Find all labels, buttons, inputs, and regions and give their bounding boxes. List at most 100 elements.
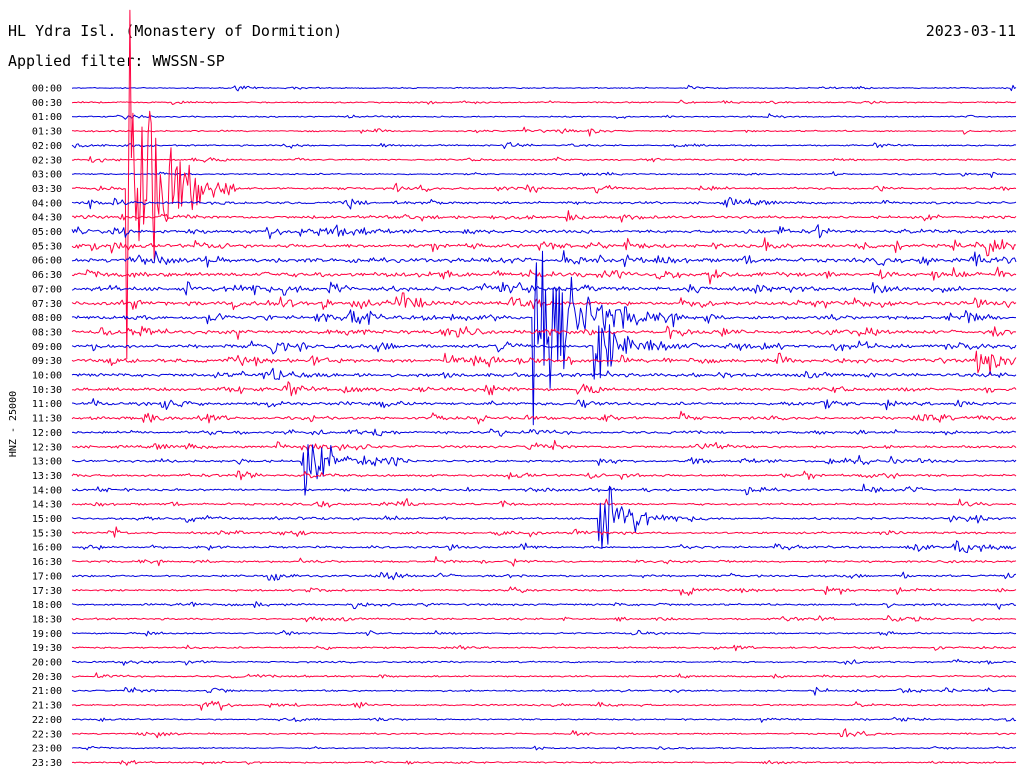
time-tick-label: 08:30 xyxy=(32,327,62,338)
time-tick-label: 17:30 xyxy=(32,586,62,597)
time-tick-label: 20:30 xyxy=(32,672,62,683)
time-tick-label: 10:00 xyxy=(32,371,62,382)
time-tick-label: 11:00 xyxy=(32,399,62,410)
trace-row-1600 xyxy=(71,540,1017,554)
time-tick-label: 07:00 xyxy=(32,284,62,295)
filter-label: Applied filter: WWSSN-SP xyxy=(8,52,225,70)
time-tick-label: 23:30 xyxy=(32,758,62,769)
trace-row-0400 xyxy=(71,196,1017,210)
trace-row-0800 xyxy=(71,250,1016,426)
time-tick-label: 13:30 xyxy=(32,471,62,482)
time-tick-label: 11:30 xyxy=(32,414,62,425)
trace-row-0200 xyxy=(71,141,1017,149)
trace-row-1000 xyxy=(71,367,1017,380)
trace-row-0100 xyxy=(71,113,1016,120)
chart-date: 2023-03-11 xyxy=(926,22,1016,40)
trace-row-0730 xyxy=(71,292,1017,311)
time-tick-label: 03:00 xyxy=(32,170,62,181)
trace-row-0530 xyxy=(71,237,1017,257)
trace-row-1130 xyxy=(71,410,1017,425)
trace-row-1300 xyxy=(71,444,1017,496)
time-tick-label: 04:00 xyxy=(32,198,62,209)
trace-row-0600 xyxy=(71,250,1017,268)
time-tick-label: 02:30 xyxy=(32,155,62,166)
time-tick-label: 09:30 xyxy=(32,356,62,367)
trace-row-1330 xyxy=(71,470,1017,481)
trace-row-1700 xyxy=(71,571,1017,581)
trace-row-1800 xyxy=(71,601,1017,610)
time-tick-label: 03:30 xyxy=(32,184,62,195)
trace-row-1200 xyxy=(71,428,1017,437)
trace-group xyxy=(71,9,1017,766)
trace-row-1100 xyxy=(71,398,1017,411)
trace-row-2030 xyxy=(71,672,1017,679)
time-tick-label: 19:00 xyxy=(32,629,62,640)
time-tick-label: 18:30 xyxy=(32,614,62,625)
trace-row-0430 xyxy=(71,210,1017,223)
trace-row-1630 xyxy=(71,556,1017,567)
time-tick-label: 10:30 xyxy=(32,385,62,396)
time-tick-label: 01:30 xyxy=(32,127,62,138)
time-tick-label: 02:00 xyxy=(32,141,62,152)
time-tick-label: 23:00 xyxy=(32,744,62,755)
trace-row-2200 xyxy=(71,716,1017,723)
trace-row-1500 xyxy=(71,485,1017,549)
time-tick-label: 06:00 xyxy=(32,256,62,267)
time-tick-label: 15:00 xyxy=(32,514,62,525)
trace-row-0630 xyxy=(71,266,1017,285)
time-tick-label: 14:30 xyxy=(32,500,62,511)
trace-row-0330 xyxy=(71,9,1017,360)
time-tick-label: 18:00 xyxy=(32,600,62,611)
trace-row-0030 xyxy=(71,99,1017,105)
trace-row-1930 xyxy=(71,644,1017,652)
time-tick-label: 12:00 xyxy=(32,428,62,439)
y-axis-label: HNZ - 25000 xyxy=(8,391,19,457)
time-tick-label: 04:30 xyxy=(32,213,62,224)
trace-row-1400 xyxy=(71,483,1017,496)
time-tick-label: 05:00 xyxy=(32,227,62,238)
trace-row-1530 xyxy=(72,526,1017,538)
time-tick-label: 00:00 xyxy=(32,84,62,95)
time-tick-label: 15:30 xyxy=(32,528,62,539)
trace-row-2130 xyxy=(71,700,1017,711)
trace-row-2000 xyxy=(71,658,1017,666)
trace-row-1430 xyxy=(71,498,1017,508)
trace-row-2330 xyxy=(71,760,1017,766)
station-title: HL Ydra Isl. (Monastery of Dormition) xyxy=(8,22,342,40)
time-tick-label: 00:30 xyxy=(32,98,62,109)
time-tick-label: 13:00 xyxy=(32,457,62,468)
trace-row-0230 xyxy=(71,156,1017,163)
time-tick-label: 09:00 xyxy=(32,342,62,353)
time-tick-label: 05:30 xyxy=(32,241,62,252)
trace-row-0500 xyxy=(71,224,1017,240)
trace-row-1900 xyxy=(71,629,1017,637)
time-tick-label: 16:00 xyxy=(32,543,62,554)
trace-row-0000 xyxy=(71,84,1017,92)
time-tick-group: 00:00 00:30 01:00 01:30 02:00 02:30 03:00 03:30… xyxy=(32,84,62,769)
trace-row-2230 xyxy=(71,728,1017,739)
time-tick-label: 16:30 xyxy=(32,557,62,568)
trace-row-0300 xyxy=(71,171,1017,178)
time-tick-label: 17:00 xyxy=(32,571,62,582)
trace-row-2300 xyxy=(71,745,1017,751)
time-tick-label: 01:00 xyxy=(32,112,62,123)
time-tick-label: 07:30 xyxy=(32,299,62,310)
time-tick-label: 12:30 xyxy=(32,442,62,453)
time-tick-label: 21:00 xyxy=(32,686,62,697)
trace-row-1030 xyxy=(71,381,1017,397)
trace-row-1730 xyxy=(71,585,1017,596)
time-tick-label: 14:00 xyxy=(32,485,62,496)
time-tick-label: 06:30 xyxy=(32,270,62,281)
time-tick-label: 20:00 xyxy=(32,658,62,669)
time-tick-label: 08:00 xyxy=(32,313,62,324)
time-tick-label: 22:00 xyxy=(32,715,62,726)
trace-row-1230 xyxy=(71,439,1017,452)
trace-row-1830 xyxy=(71,615,1017,623)
time-tick-label: 21:30 xyxy=(32,701,62,712)
trace-row-0130 xyxy=(71,126,1017,137)
trace-row-0900 xyxy=(71,324,1017,380)
time-tick-label: 22:30 xyxy=(32,729,62,740)
trace-row-0830 xyxy=(71,325,1017,340)
trace-row-0930 xyxy=(71,350,1017,375)
